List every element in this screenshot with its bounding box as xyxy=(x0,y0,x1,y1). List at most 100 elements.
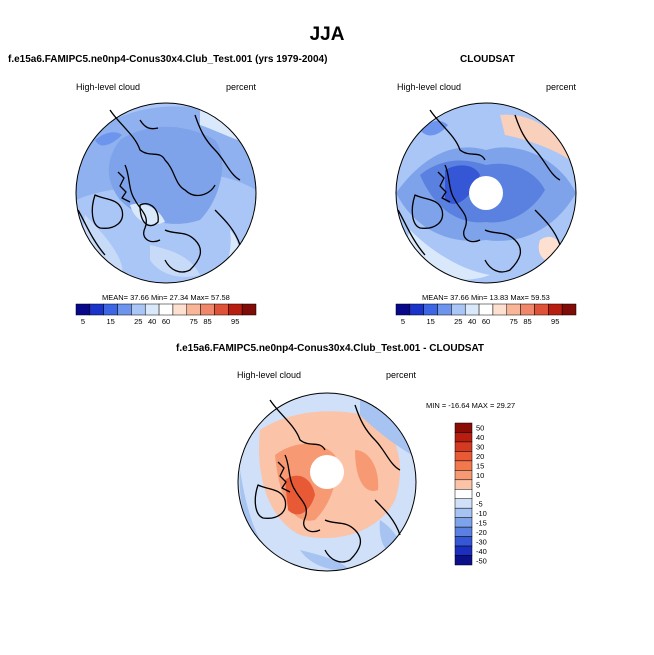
panel2-stats: MEAN= 37.66 Min= 13.83 Max= 59.53 xyxy=(422,293,550,302)
panel1-colorbar-label: 25 xyxy=(134,317,142,326)
panel3-colorbar-label: 40 xyxy=(476,433,484,442)
panel2-colorbar-swatch xyxy=(520,303,535,316)
panel3-map-border xyxy=(237,392,417,572)
panel2-units-label: percent xyxy=(546,82,577,92)
panel2-colorbar-swatch xyxy=(534,303,549,316)
panel1-colorbar: 5 15 25 40 60 75 85 95 xyxy=(75,303,257,326)
panel2-colorbar-label: 40 xyxy=(468,317,476,326)
panel3-colorbar-swatch xyxy=(454,479,473,490)
panel1-map-border xyxy=(75,102,257,284)
panel3-variable-label: High-level cloud xyxy=(237,370,302,380)
panel3-colorbar-label: 30 xyxy=(476,443,484,452)
panel1-map xyxy=(75,102,257,284)
figure-title: JJA xyxy=(309,24,345,45)
panel1-units-label: percent xyxy=(226,82,257,92)
panel2-colorbar-swatch xyxy=(464,303,480,316)
panel2-colorbar-swatch xyxy=(561,303,577,316)
panel3-colorbar-swatch xyxy=(454,507,473,518)
panel3-colorbar-label: 0 xyxy=(476,490,480,499)
panel2-colorbar-label: 5 xyxy=(401,317,405,326)
panel3-title: f.e15a6.FAMIPC5.ne0np4-Conus30x4.Club_Te… xyxy=(176,343,485,354)
panel1-colorbar-swatch xyxy=(228,303,243,316)
panel1-colorbar-swatch xyxy=(131,303,146,316)
panel3-colorbar-swatch xyxy=(454,555,473,566)
panel1-variable-label: High-level cloud xyxy=(76,82,141,92)
panel2-colorbar-swatch xyxy=(478,303,494,316)
panel3-colorbar-swatch xyxy=(454,536,473,547)
panel2-colorbar-swatch xyxy=(409,303,424,316)
panel2-colorbar-label: 75 xyxy=(510,317,518,326)
panel1-colorbar-label: 5 xyxy=(81,317,85,326)
panel3-colorbar-label: 5 xyxy=(476,481,480,490)
panel3-colorbar-swatch xyxy=(454,432,473,443)
panel2-map xyxy=(395,102,577,284)
panel1-title: f.e15a6.FAMIPC5.ne0np4-Conus30x4.Club_Te… xyxy=(8,54,328,65)
panel1-colorbar-swatch xyxy=(158,303,174,316)
panel2-colorbar-swatch xyxy=(423,303,438,316)
panel3-map xyxy=(237,392,417,572)
panel3-colorbar-swatch xyxy=(454,517,473,528)
panel3-colorbar-swatch xyxy=(454,470,473,481)
panel3-colorbar-label: -20 xyxy=(476,528,487,537)
panel2-colorbar-swatch xyxy=(437,303,452,316)
panel3-colorbar-swatch xyxy=(454,498,473,509)
panel2-colorbar-label: 25 xyxy=(454,317,462,326)
panel3-colorbar-label: 50 xyxy=(476,424,484,433)
panel2-colorbar-swatch xyxy=(548,303,563,316)
panel3-colorbar-label: 10 xyxy=(476,471,484,480)
panel1-stats: MEAN= 37.66 Min= 27.34 Max= 57.58 xyxy=(102,293,230,302)
panel3-stats: MIN = -16.64 MAX = 29.27 xyxy=(426,401,516,410)
panel3-colorbar-swatch xyxy=(454,526,473,537)
panel3-polar-gap xyxy=(310,455,344,489)
panel1-colorbar-label: 40 xyxy=(148,317,156,326)
panel2-map-border xyxy=(395,102,577,284)
panel2-colorbar-label: 95 xyxy=(551,317,559,326)
panel2-colorbar-swatch xyxy=(451,303,466,316)
panel1-colorbar-swatch xyxy=(172,303,188,316)
panel2-colorbar-label: 85 xyxy=(523,317,531,326)
panel3-colorbar-swatch xyxy=(454,441,473,452)
panel3-colorbar-label: -30 xyxy=(476,537,487,546)
panel3-colorbar-label: 15 xyxy=(476,462,484,471)
panel1-colorbar-label: 15 xyxy=(106,317,114,326)
panel3-colorbar-swatch xyxy=(454,451,473,462)
panel1-colorbar-swatch xyxy=(241,303,257,316)
panel1-colorbar-label: 85 xyxy=(203,317,211,326)
panel1-colorbar-swatch xyxy=(186,303,201,316)
panel1-colorbar-label: 60 xyxy=(162,317,170,326)
panel3-colorbar-label: -40 xyxy=(476,547,487,556)
panel3-colorbar-swatch xyxy=(454,489,473,499)
panel1-colorbar-label: 95 xyxy=(231,317,239,326)
panel3-colorbar-label: 20 xyxy=(476,452,484,461)
panel2-colorbar: 5 15 25 40 60 75 85 95 xyxy=(395,303,577,326)
panel1-colorbar-swatch xyxy=(103,303,118,316)
panel2-polar-gap xyxy=(469,176,503,210)
panel3-colorbar-label: -10 xyxy=(476,509,487,518)
panel2-colorbar-label: 60 xyxy=(482,317,490,326)
panel2-colorbar-swatch xyxy=(395,303,411,316)
panel1-colorbar-swatch xyxy=(117,303,132,316)
panel1-colorbar-swatch xyxy=(75,303,91,316)
panel2-colorbar-label: 15 xyxy=(426,317,434,326)
panel3-coastlines xyxy=(254,399,401,563)
panel3-colorbar-label: -50 xyxy=(476,556,487,565)
panel1-coastlines xyxy=(77,109,241,273)
panel3-colorbar-swatch xyxy=(454,460,473,471)
panel1-colorbar-swatch xyxy=(144,303,160,316)
panel2-colorbar-swatch xyxy=(492,303,508,316)
panel2-colorbar-swatch xyxy=(506,303,521,316)
panel3-colorbar-label: -5 xyxy=(476,499,483,508)
panel2-coastlines xyxy=(397,109,561,273)
panel2-title: CLOUDSAT xyxy=(460,54,515,65)
panel1-colorbar-swatch xyxy=(214,303,229,316)
panel1-colorbar-swatch xyxy=(89,303,104,316)
panel1-colorbar-label: 75 xyxy=(190,317,198,326)
panel1-colorbar-swatch xyxy=(200,303,215,316)
panel3-units-label: percent xyxy=(386,370,417,380)
panel3-colorbar-swatch xyxy=(454,422,473,433)
panel2-variable-label: High-level cloud xyxy=(397,82,462,92)
panel3-colorbar-swatch xyxy=(454,545,473,556)
panel3-colorbar-label: -15 xyxy=(476,518,487,527)
